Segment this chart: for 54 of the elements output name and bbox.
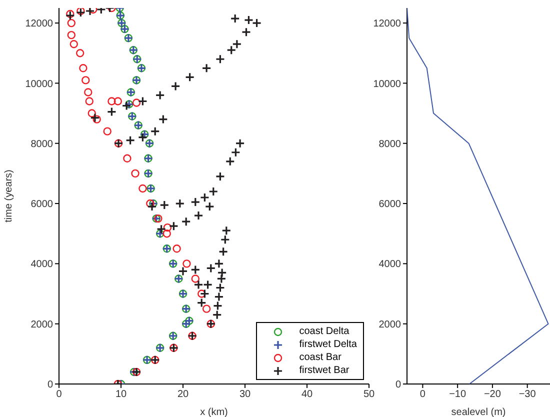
point — [132, 98, 141, 107]
point — [191, 274, 200, 283]
point — [123, 154, 132, 162]
x-tick-label: 0 — [420, 389, 426, 400]
y-tick-label: 6000 — [30, 199, 54, 210]
legend-label: firstwet Bar — [299, 365, 350, 376]
y-tick-label: 8000 — [378, 138, 402, 150]
y-tick-label: 2000 — [30, 319, 54, 330]
y-tick-label: 0 — [395, 380, 402, 391]
point — [103, 127, 112, 136]
point — [76, 49, 84, 58]
y-axis-title: time (years) — [4, 170, 15, 222]
y-tick-label: 10000 — [373, 78, 402, 90]
point — [82, 76, 90, 84]
y-tick-label: 4000 — [30, 259, 54, 270]
point — [138, 184, 147, 193]
x-tick-label: −30 — [518, 389, 536, 400]
x-tick-label: 20 — [177, 389, 189, 400]
point — [108, 97, 116, 106]
x-tick-label: 40 — [301, 389, 313, 400]
point — [182, 260, 191, 268]
y-tick-label: 4000 — [378, 259, 402, 270]
y-tick-label: 10000 — [25, 78, 54, 90]
legend-label: firstwet Delta — [299, 339, 357, 350]
point — [92, 115, 101, 124]
point — [67, 30, 76, 40]
y-tick-label: 6000 — [378, 199, 402, 210]
y-tick-label: 0 — [47, 380, 54, 391]
y-tick-label: 12000 — [373, 18, 402, 30]
legend-label: coast Bar — [299, 352, 342, 363]
point — [202, 304, 211, 313]
point — [172, 244, 181, 253]
x-axis-title: x (km) — [200, 407, 228, 417]
point — [70, 40, 78, 48]
point — [162, 230, 171, 238]
x-tick-label: −20 — [484, 389, 502, 400]
y-tick-label: 2000 — [378, 319, 402, 330]
point — [84, 88, 92, 96]
point — [67, 18, 76, 28]
point — [131, 169, 140, 178]
point — [163, 223, 172, 232]
x-tick-label: 0 — [56, 389, 62, 400]
y-tick-label: 12000 — [25, 18, 54, 30]
legend-label: coast Delta — [299, 326, 350, 337]
x-tick-label: 10 — [115, 389, 127, 400]
point — [85, 97, 94, 106]
x-tick-label: −10 — [449, 389, 466, 400]
point — [88, 109, 96, 118]
point — [114, 97, 122, 106]
point — [79, 64, 88, 72]
y-tick-label: 8000 — [30, 138, 54, 150]
x-axis-title: sealevel (m) — [451, 407, 506, 417]
x-tick-label: 30 — [239, 389, 251, 400]
x-tick-label: 50 — [363, 389, 375, 400]
